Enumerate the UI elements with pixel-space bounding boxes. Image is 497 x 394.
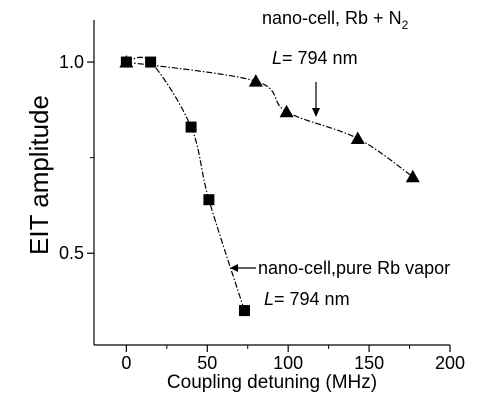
annotation-rb-n2-L-value: = 794 nm	[282, 48, 358, 68]
triangle-marker	[350, 131, 365, 145]
fit-curve-rb-n2	[126, 61, 414, 178]
data-markers	[119, 55, 420, 317]
x-tick-label: 200	[435, 353, 465, 373]
arrow-down-icon	[312, 82, 320, 117]
y-axis-title: EIT amplitude	[24, 95, 54, 255]
square-marker	[238, 305, 250, 317]
annotation-rb-n2-L: L	[272, 48, 282, 68]
square-marker	[185, 121, 197, 133]
axes	[93, 20, 450, 346]
annotation-pure-rb-wavelength: L= 794 nm	[264, 289, 350, 309]
y-tick-label: 1.0	[59, 52, 84, 72]
x-ticks: 0 50 100 150 200	[121, 345, 465, 373]
annotation-rb-n2-subscript: 2	[402, 18, 409, 32]
annotation-pure-rb: nano-cell,pure Rb vapor	[258, 258, 450, 278]
x-tick-label: 150	[354, 353, 384, 373]
arrow-left-icon	[230, 264, 256, 272]
y-ticks: 0.5 1.0	[59, 52, 94, 263]
x-tick-label: 50	[197, 353, 217, 373]
annotation-rb-n2-main: nano-cell, Rb + N	[262, 8, 402, 28]
x-tick-label: 0	[121, 353, 131, 373]
x-tick-label: 100	[273, 353, 303, 373]
triangle-marker	[119, 55, 134, 68]
square-marker	[145, 56, 157, 68]
x-axis-title: Coupling detuning (MHz)	[167, 372, 377, 393]
y-tick-label: 0.5	[59, 243, 84, 263]
fit-curve-pure-rb	[126, 56, 246, 311]
annotation-rb-n2-wavelength: L= 794 nm	[272, 48, 358, 68]
annotation-pure-rb-L-value: = 794 nm	[274, 289, 350, 309]
annotation-rb-n2: nano-cell, Rb + N2	[262, 8, 409, 32]
triangle-marker	[405, 169, 420, 183]
square-marker	[203, 194, 215, 206]
triangle-marker	[248, 74, 263, 87]
annotation-pure-rb-L: L	[264, 289, 274, 309]
triangle-marker	[279, 104, 294, 118]
